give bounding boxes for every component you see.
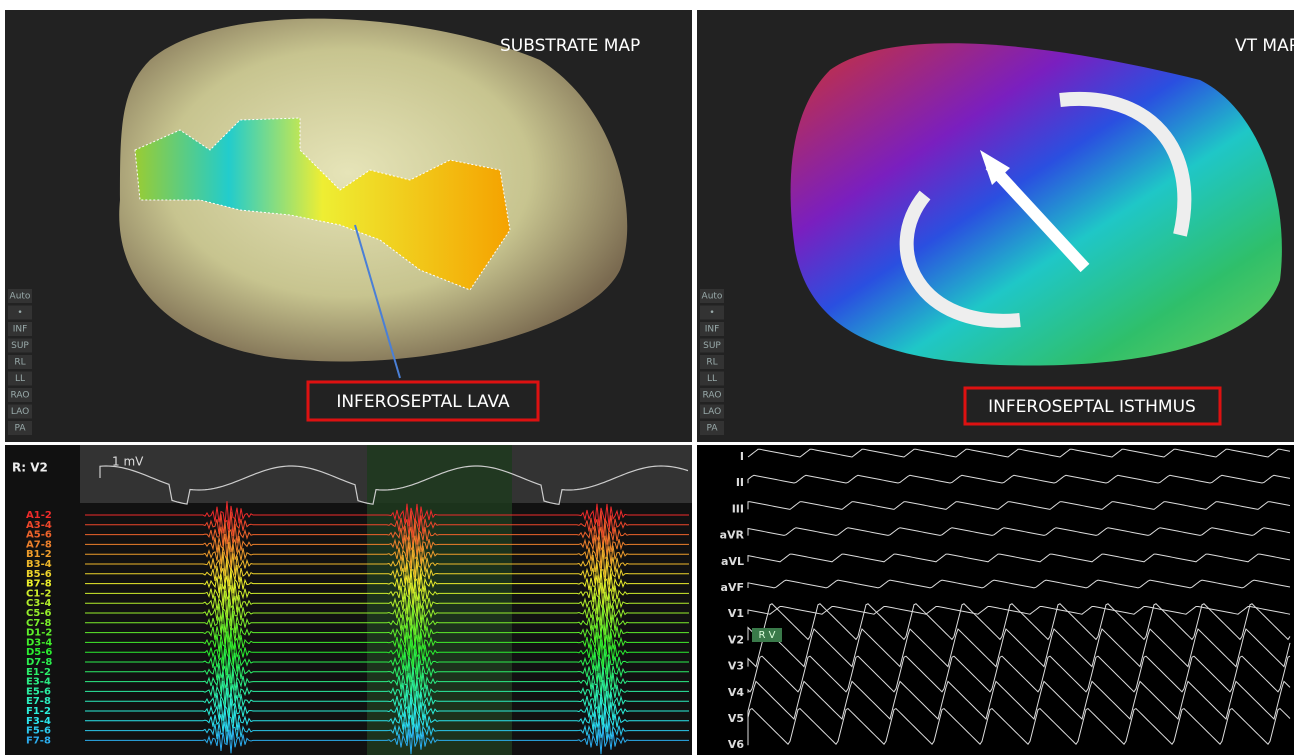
- toolbar-label: PA: [14, 424, 26, 434]
- toolbar-label: LAO: [11, 407, 29, 417]
- lead-label: V3: [728, 660, 744, 673]
- screen: SUBSTRATE MAP INFEROSEPTAL LAVA VT MAP I…: [0, 0, 1299, 755]
- toolbar-label: INF: [705, 325, 720, 335]
- reference-label: R: V2: [12, 461, 48, 475]
- lead-label: V4: [728, 686, 745, 699]
- lead-label: V1: [728, 607, 744, 620]
- toolbar-label: RL: [706, 358, 717, 368]
- toolbar-label: •: [709, 308, 714, 318]
- lead-label: V5: [728, 712, 744, 725]
- toolbar-label: •: [17, 308, 22, 318]
- channel-label: F7-8: [26, 735, 51, 746]
- callout: INFEROSEPTAL LAVA: [336, 392, 510, 412]
- window-highlight: [367, 445, 512, 755]
- toolbar-label: LL: [15, 374, 25, 384]
- toolbar-label: RAO: [11, 391, 30, 401]
- vt-model: [791, 43, 1282, 365]
- toolbar-label: Auto: [10, 292, 31, 302]
- callout: INFEROSEPTAL ISTHMUS: [988, 397, 1196, 417]
- toolbar-label: SUP: [11, 341, 29, 351]
- toolbar-label: LL: [707, 374, 717, 384]
- toolbar-label: RAO: [703, 391, 722, 401]
- lead-label: aVL: [721, 555, 744, 568]
- lead-label: I: [740, 450, 744, 463]
- lead-label: III: [732, 502, 744, 515]
- lead-label: V2: [728, 633, 744, 646]
- toolbar-label: PA: [706, 424, 718, 434]
- lead-label: II: [736, 476, 744, 489]
- marker-label: R V: [759, 630, 776, 641]
- toolbar-label: Auto: [702, 292, 723, 302]
- lead-label: aVF: [721, 581, 744, 594]
- ecg-panel: [697, 445, 1294, 755]
- panel-title: VT MAP: [1235, 36, 1299, 56]
- toolbar-label: LAO: [703, 407, 721, 417]
- toolbar-label: RL: [14, 358, 25, 368]
- lead-label: V6: [728, 738, 745, 751]
- lead-label: aVR: [720, 529, 745, 542]
- toolbar-label: INF: [13, 325, 28, 335]
- panel-title: SUBSTRATE MAP: [500, 36, 640, 56]
- toolbar-label: SUP: [703, 341, 721, 351]
